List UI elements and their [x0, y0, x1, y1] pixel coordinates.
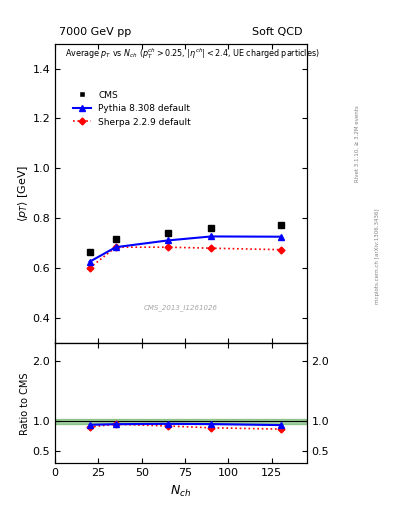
- Text: 7000 GeV pp: 7000 GeV pp: [59, 27, 131, 37]
- Text: CMS_2013_I1261026: CMS_2013_I1261026: [144, 304, 218, 311]
- Y-axis label: Ratio to CMS: Ratio to CMS: [20, 372, 29, 435]
- Text: mcplots.cern.ch [arXiv:1306.3436]: mcplots.cern.ch [arXiv:1306.3436]: [375, 208, 380, 304]
- Bar: [55, 419, 307, 424]
- Y-axis label: $\langle p_T \rangle$ [GeV]: $\langle p_T \rangle$ [GeV]: [16, 165, 29, 222]
- Legend: CMS, Pythia 8.308 default, Sherpa 2.2.9 default: CMS, Pythia 8.308 default, Sherpa 2.2.9 …: [70, 87, 195, 130]
- Text: Soft QCD: Soft QCD: [252, 27, 303, 37]
- X-axis label: $N_{ch}$: $N_{ch}$: [170, 484, 191, 499]
- Text: Average $p_T$ vs $N_{ch}$ ($p_T^{ch}>$0.25, $|\eta^{ch}|<$2.4, UE charged partic: Average $p_T$ vs $N_{ch}$ ($p_T^{ch}>$0.…: [65, 47, 320, 61]
- Text: Rivet 3.1.10, ≥ 3.2M events: Rivet 3.1.10, ≥ 3.2M events: [355, 105, 360, 182]
